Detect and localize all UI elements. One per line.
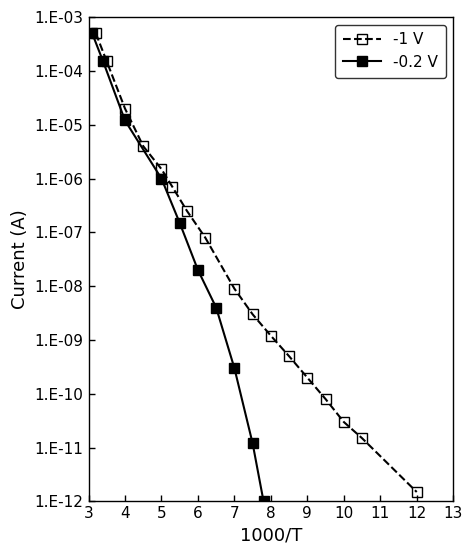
-0.2 V [195, 267, 201, 274]
-1 V [286, 353, 292, 360]
-0.2 V [177, 220, 182, 226]
-1 V [414, 489, 419, 495]
Line: -1 V: -1 V [91, 28, 421, 497]
-1 V [93, 30, 99, 37]
-0.2 V [250, 440, 255, 446]
X-axis label: 1000/T: 1000/T [240, 527, 302, 545]
-1 V [341, 419, 346, 425]
-0.2 V [213, 304, 219, 311]
-1 V [359, 435, 365, 441]
-0.2 V [159, 175, 164, 182]
-1 V [140, 143, 146, 150]
Legend: -1 V, -0.2 V: -1 V, -0.2 V [335, 25, 446, 78]
-0.2 V [122, 117, 128, 124]
Line: -0.2 V: -0.2 V [87, 28, 268, 507]
-1 V [250, 311, 255, 317]
-1 V [232, 285, 237, 292]
-1 V [184, 207, 190, 214]
-1 V [202, 234, 208, 241]
-0.2 V [100, 58, 106, 65]
-1 V [170, 183, 175, 190]
-0.2 V [232, 365, 237, 371]
Y-axis label: Current (A): Current (A) [11, 210, 29, 309]
-0.2 V [89, 30, 95, 37]
-1 V [323, 396, 328, 403]
-1 V [304, 374, 310, 381]
-1 V [268, 332, 273, 339]
-1 V [104, 58, 109, 65]
-1 V [159, 166, 164, 172]
-0.2 V [261, 498, 266, 505]
-1 V [122, 105, 128, 112]
